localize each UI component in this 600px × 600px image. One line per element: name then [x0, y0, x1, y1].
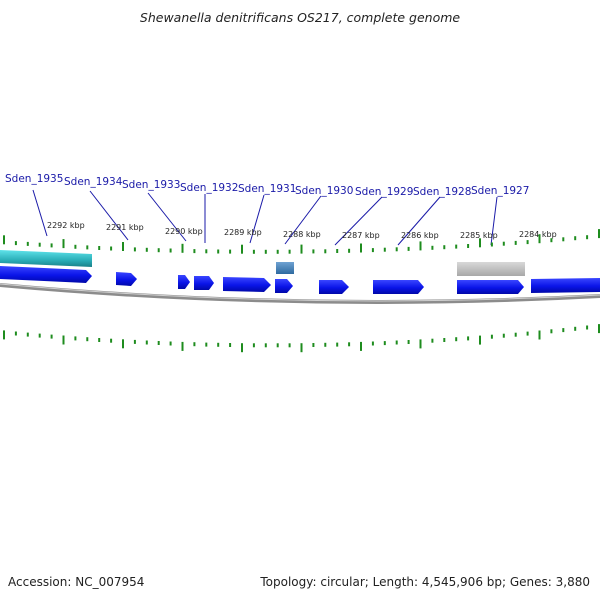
gene-arrow[interactable]	[223, 277, 271, 292]
map-title: Shewanella denitrificans OS217, complete…	[139, 10, 461, 25]
callout-sden-1933	[147, 192, 187, 242]
gene-arrow[interactable]	[319, 280, 349, 294]
gene-arrow[interactable]	[373, 280, 424, 294]
gene-label[interactable]: Sden_1933	[122, 179, 180, 191]
gene-arrow[interactable]	[116, 272, 137, 286]
gene-arrow[interactable]	[457, 280, 524, 294]
genome-backbone	[0, 283, 600, 304]
feature-sden-1935-highlight[interactable]	[0, 250, 92, 267]
callout-lines	[32, 189, 498, 246]
callout-sden-1929	[334, 196, 383, 246]
gene-arrow[interactable]	[194, 276, 214, 290]
gene-arrow[interactable]	[275, 279, 293, 293]
kbp-label: 2288 kbp	[283, 230, 321, 239]
tick-ruler-lower	[3, 324, 600, 353]
gene-label[interactable]: Sden_1931	[238, 183, 296, 195]
position-labels: 2292 kbp 2291 kbp 2290 kbp 2289 kbp 2288…	[47, 221, 557, 240]
kbp-label: 2285 kbp	[460, 231, 498, 240]
gene-labels: Sden_1935 Sden_1934 Sden_1933 Sden_1932 …	[5, 173, 529, 198]
kbp-label: 2287 kbp	[342, 231, 380, 240]
gene-label[interactable]: Sden_1929	[355, 186, 413, 198]
feature-rna[interactable]	[276, 262, 294, 274]
callout-sden-1934	[89, 190, 129, 241]
callout-sden-1935	[32, 189, 48, 237]
genome-summary-text: Topology: circular; Length: 4,545,906 bp…	[260, 575, 590, 589]
gene-arrow[interactable]	[531, 278, 600, 293]
kbp-label: 2290 kbp	[165, 227, 203, 236]
kbp-label: 2289 kbp	[224, 228, 262, 237]
callout-sden-1927	[490, 196, 498, 246]
genome-backbone-highlight	[0, 283, 600, 302]
kbp-label: 2286 kbp	[401, 231, 439, 240]
callout-sden-1928	[397, 196, 441, 246]
kbp-label: 2291 kbp	[106, 223, 144, 232]
tick-ruler-upper	[3, 229, 600, 254]
accession-text: Accession: NC_007954	[8, 575, 145, 589]
callout-sden-1930	[284, 195, 322, 245]
gene-label[interactable]: Sden_1932	[180, 182, 238, 194]
gene-arrow[interactable]	[178, 275, 190, 289]
kbp-label: 2292 kbp	[47, 221, 85, 230]
gene-label[interactable]: Sden_1934	[64, 176, 123, 188]
gene-label[interactable]: Sden_1930	[295, 185, 353, 197]
callout-sden-1931	[249, 194, 265, 244]
gene-arrow[interactable]	[0, 266, 92, 283]
kbp-label: 2284 kbp	[519, 230, 557, 239]
feature-track	[0, 250, 525, 276]
gene-label[interactable]: Sden_1927	[471, 185, 529, 197]
gene-label[interactable]: Sden_1928	[413, 186, 471, 198]
feature-pseudogene[interactable]	[457, 262, 525, 276]
forward-genes	[0, 266, 600, 294]
gene-label[interactable]: Sden_1935	[5, 173, 63, 185]
